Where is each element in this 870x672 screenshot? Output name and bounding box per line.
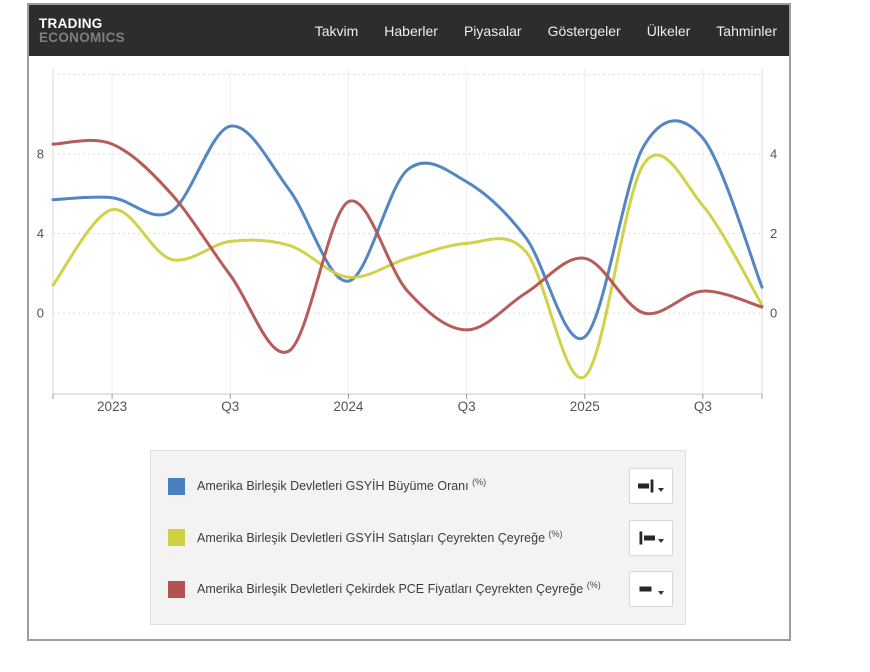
nav-item-gostergeler[interactable]: Göstergeler — [547, 22, 621, 39]
logo-line1: TRADING — [39, 15, 103, 31]
unit-superscript: (%) — [586, 580, 601, 591]
series-color-swatch — [168, 477, 185, 495]
page-frame: TRADING ECONOMICS Takvim Haberler Piyasa… — [27, 3, 791, 641]
unit-superscript: (%) — [548, 528, 563, 539]
series-axis-dropdown-button[interactable] — [629, 519, 673, 556]
logo-line2: ECONOMICS — [39, 29, 125, 45]
caret-down-icon — [658, 539, 664, 543]
nav-item-takvim[interactable]: Takvim — [314, 22, 359, 39]
svg-text:4: 4 — [37, 226, 44, 241]
caret-down-icon — [658, 590, 664, 595]
svg-text:2023: 2023 — [97, 399, 127, 414]
nav-item-ulkeler[interactable]: Ülkeler — [646, 22, 691, 39]
series-axis-dropdown-button[interactable] — [629, 571, 673, 607]
unit-superscript: (%) — [472, 477, 487, 488]
chart-legend: Amerika Birleşik Devletleri GSYİH Büyüme… — [150, 450, 686, 625]
legend-item-label: Amerika Birleşik Devletleri Çekirdek PCE… — [197, 580, 601, 597]
legend-item-gdp-growth: Amerika Birleşik Devletleri GSYİH Büyüme… — [168, 468, 673, 504]
series-color-swatch — [168, 580, 185, 598]
svg-text:0: 0 — [37, 306, 44, 321]
svg-text:Q3: Q3 — [221, 399, 239, 414]
legend-item-core-pce: Amerika Birleşik Devletleri Çekirdek PCE… — [168, 571, 673, 607]
svg-text:Q3: Q3 — [458, 399, 476, 414]
nav-item-piyasalar[interactable]: Piyasalar — [463, 22, 522, 39]
top-navbar: TRADING ECONOMICS Takvim Haberler Piyasa… — [29, 5, 789, 56]
svg-text:8: 8 — [37, 147, 44, 162]
series-axis-dropdown-button[interactable] — [629, 468, 673, 504]
svg-text:4: 4 — [770, 147, 777, 162]
legend-item-label: Amerika Birleşik Devletleri GSYİH Satışl… — [197, 528, 563, 546]
series-color-swatch — [168, 529, 185, 546]
svg-text:2: 2 — [770, 226, 777, 241]
axis-right-align-icon — [638, 479, 654, 493]
chart-canvas[interactable]: 8 4 0 4 2 0 2023 Q3 2024 Q3 2025 Q3 — [29, 56, 789, 446]
trading-economics-logo[interactable]: TRADING ECONOMICS — [39, 15, 125, 45]
legend-item-label: Amerika Birleşik Devletleri GSYİH Büyüme… — [197, 477, 487, 494]
legend-item-gdp-sales: Amerika Birleşik Devletleri GSYİH Satışl… — [168, 519, 673, 556]
nav-item-tahminler[interactable]: Tahminler — [716, 22, 777, 39]
axis-none-icon — [639, 586, 652, 592]
nav-item-haberler[interactable]: Haberler — [384, 22, 438, 39]
axis-left-align-icon — [639, 531, 655, 544]
svg-text:Q3: Q3 — [694, 399, 712, 414]
svg-text:2025: 2025 — [570, 399, 600, 414]
caret-down-icon — [658, 487, 664, 492]
svg-text:0: 0 — [770, 306, 777, 321]
svg-text:2024: 2024 — [333, 399, 364, 414]
main-nav: Takvim Haberler Piyasalar Göstergeler Ül… — [315, 23, 777, 39]
